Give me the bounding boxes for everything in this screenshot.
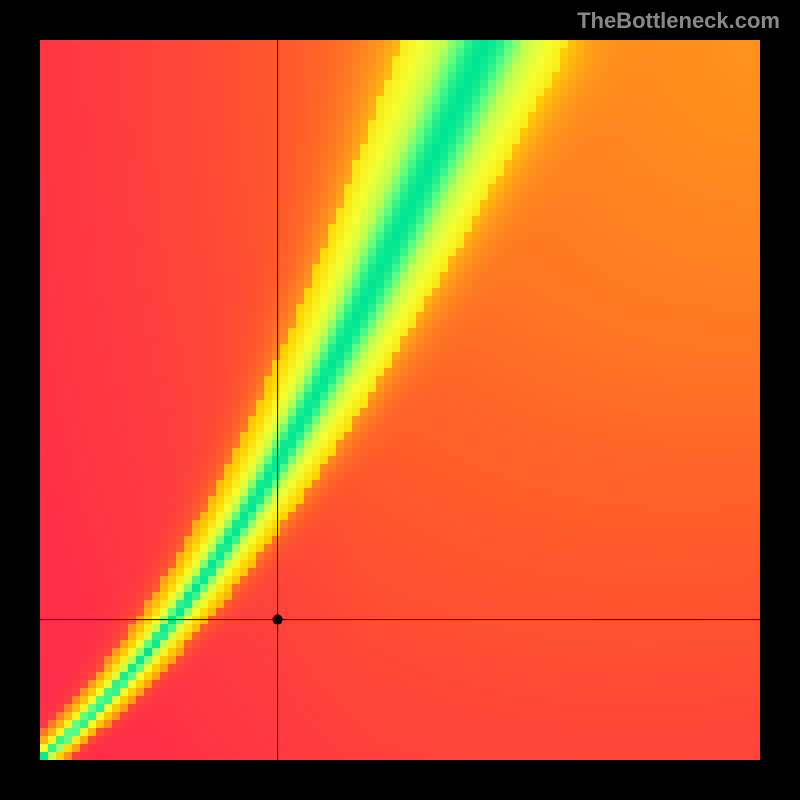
heatmap-canvas	[40, 40, 760, 760]
watermark-text: TheBottleneck.com	[577, 8, 780, 34]
heatmap-chart	[40, 40, 760, 760]
